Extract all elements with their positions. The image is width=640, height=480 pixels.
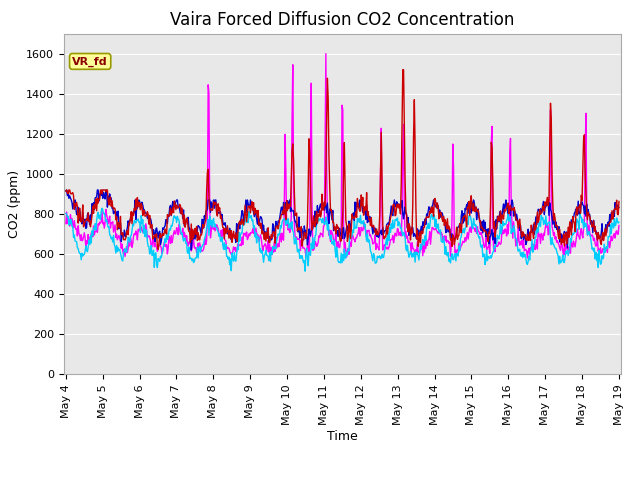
Y-axis label: CO2 (ppm): CO2 (ppm) — [8, 170, 20, 238]
Title: Vaira Forced Diffusion CO2 Concentration: Vaira Forced Diffusion CO2 Concentration — [170, 11, 515, 29]
X-axis label: Time: Time — [327, 431, 358, 444]
Text: VR_fd: VR_fd — [72, 56, 108, 67]
